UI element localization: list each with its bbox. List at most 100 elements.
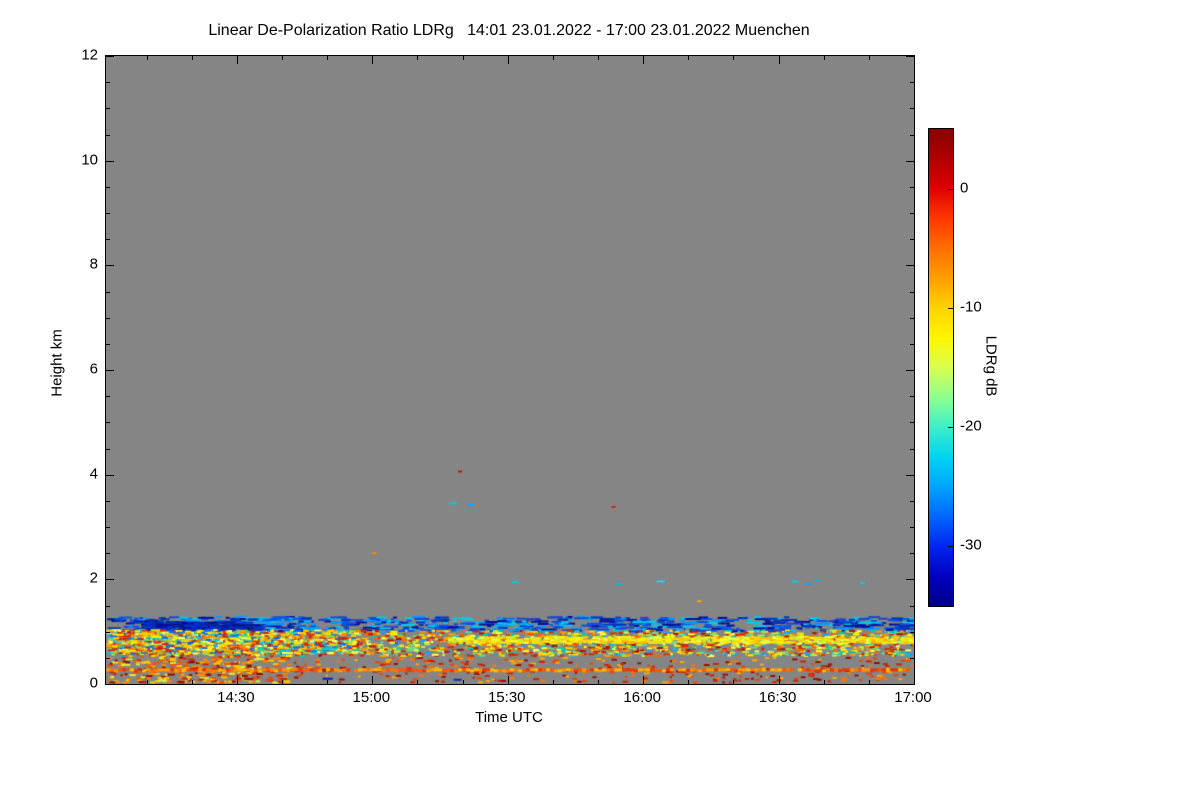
y-minor-tick: [910, 82, 914, 84]
x-minor-tick: [868, 56, 870, 60]
x-tick-label: 15:30: [487, 689, 526, 706]
x-minor-tick: [823, 56, 825, 60]
y-tick-label: 2: [89, 569, 98, 587]
y-minor-tick: [106, 396, 110, 398]
y-minor-tick: [106, 527, 110, 528]
x-major-tick: [507, 676, 509, 684]
y-minor-tick: [910, 108, 914, 110]
y-tick-label: 8: [89, 255, 98, 273]
y-minor-tick: [910, 500, 914, 502]
colorbar-tick-label: -20: [960, 417, 982, 435]
y-major-tick: [106, 579, 114, 581]
x-minor-tick: [733, 680, 735, 684]
y-major-tick: [906, 474, 914, 476]
x-minor-tick: [146, 56, 148, 60]
x-major-tick: [236, 56, 238, 64]
y-minor-tick: [106, 82, 110, 84]
x-major-tick: [914, 676, 915, 684]
x-minor-tick: [417, 680, 419, 684]
y-minor-tick: [910, 134, 914, 136]
plot-area: [105, 55, 915, 685]
x-minor-tick: [598, 56, 600, 60]
y-major-tick: [106, 56, 114, 57]
y-major-tick: [106, 370, 114, 371]
y-major-tick: [106, 684, 114, 685]
x-minor-tick: [282, 680, 284, 684]
y-minor-tick: [910, 396, 914, 398]
chart-title: Linear De-Polarization Ratio LDRg 14:01 …: [208, 22, 810, 39]
y-tick-label: 12: [81, 46, 98, 64]
y-tick-label: 4: [89, 465, 98, 483]
x-major-tick: [778, 676, 780, 684]
x-minor-tick: [688, 680, 690, 684]
x-minor-tick: [327, 680, 329, 684]
y-minor-tick: [910, 448, 914, 450]
colorbar-tick-label: 0: [960, 179, 969, 197]
y-minor-tick: [106, 657, 110, 659]
y-minor-tick: [106, 186, 110, 188]
y-major-tick: [906, 56, 914, 57]
y-minor-tick: [106, 631, 110, 633]
y-minor-tick: [106, 239, 110, 241]
x-major-tick: [643, 56, 645, 64]
x-tick-label: 16:30: [758, 689, 797, 706]
y-minor-tick: [910, 553, 914, 555]
y-minor-tick: [910, 422, 914, 424]
y-major-tick: [106, 160, 114, 162]
x-major-tick: [778, 56, 780, 64]
y-minor-tick: [106, 317, 110, 319]
colorbar-tick: [948, 546, 953, 548]
x-minor-tick: [552, 680, 554, 684]
y-major-tick: [906, 160, 914, 162]
x-minor-tick: [462, 680, 464, 684]
y-minor-tick: [910, 186, 914, 188]
x-major-tick: [372, 56, 374, 64]
y-major-tick: [906, 265, 914, 267]
x-minor-tick: [146, 680, 148, 684]
colorbar-tick-label: -30: [960, 536, 982, 554]
x-minor-tick: [823, 680, 825, 684]
y-minor-tick: [106, 500, 110, 502]
colorbar-tick-label: -10: [960, 298, 982, 316]
x-tick-label: 17:00: [894, 689, 932, 706]
x-minor-tick: [191, 56, 193, 60]
y-minor-tick: [910, 657, 914, 659]
y-minor-tick: [910, 343, 914, 345]
y-minor-tick: [910, 527, 914, 528]
y-major-tick: [906, 579, 914, 581]
y-minor-tick: [106, 448, 110, 450]
colorbar-label: LDRg dB: [982, 335, 1000, 397]
y-minor-tick: [106, 343, 110, 345]
y-major-tick: [106, 474, 114, 476]
x-tick-label: 16:00: [623, 689, 661, 706]
x-major-tick: [507, 56, 509, 64]
y-major-tick: [906, 370, 914, 371]
x-minor-tick: [598, 680, 600, 684]
x-minor-tick: [462, 56, 464, 60]
x-major-tick: [914, 56, 915, 64]
x-minor-tick: [552, 56, 554, 60]
x-minor-tick: [688, 56, 690, 60]
y-minor-tick: [910, 291, 914, 293]
x-minor-tick: [191, 680, 193, 684]
x-axis-label: Time UTC: [475, 709, 543, 726]
y-minor-tick: [910, 631, 914, 633]
x-tick-label: 15:00: [352, 689, 391, 706]
y-minor-tick: [106, 213, 110, 214]
y-minor-tick: [106, 605, 110, 607]
y-minor-tick: [910, 239, 914, 241]
y-minor-tick: [106, 553, 110, 555]
x-minor-tick: [417, 56, 419, 60]
colorbar-tick: [948, 188, 953, 190]
x-major-tick: [236, 676, 238, 684]
y-major-tick: [106, 265, 114, 267]
x-major-tick: [643, 676, 645, 684]
colorbar: [928, 128, 954, 607]
x-major-tick: [372, 676, 374, 684]
y-tick-label: 6: [89, 360, 98, 378]
x-tick-label: 14:30: [217, 689, 255, 706]
x-minor-tick: [282, 56, 284, 60]
y-minor-tick: [910, 317, 914, 319]
y-minor-tick: [106, 291, 110, 293]
